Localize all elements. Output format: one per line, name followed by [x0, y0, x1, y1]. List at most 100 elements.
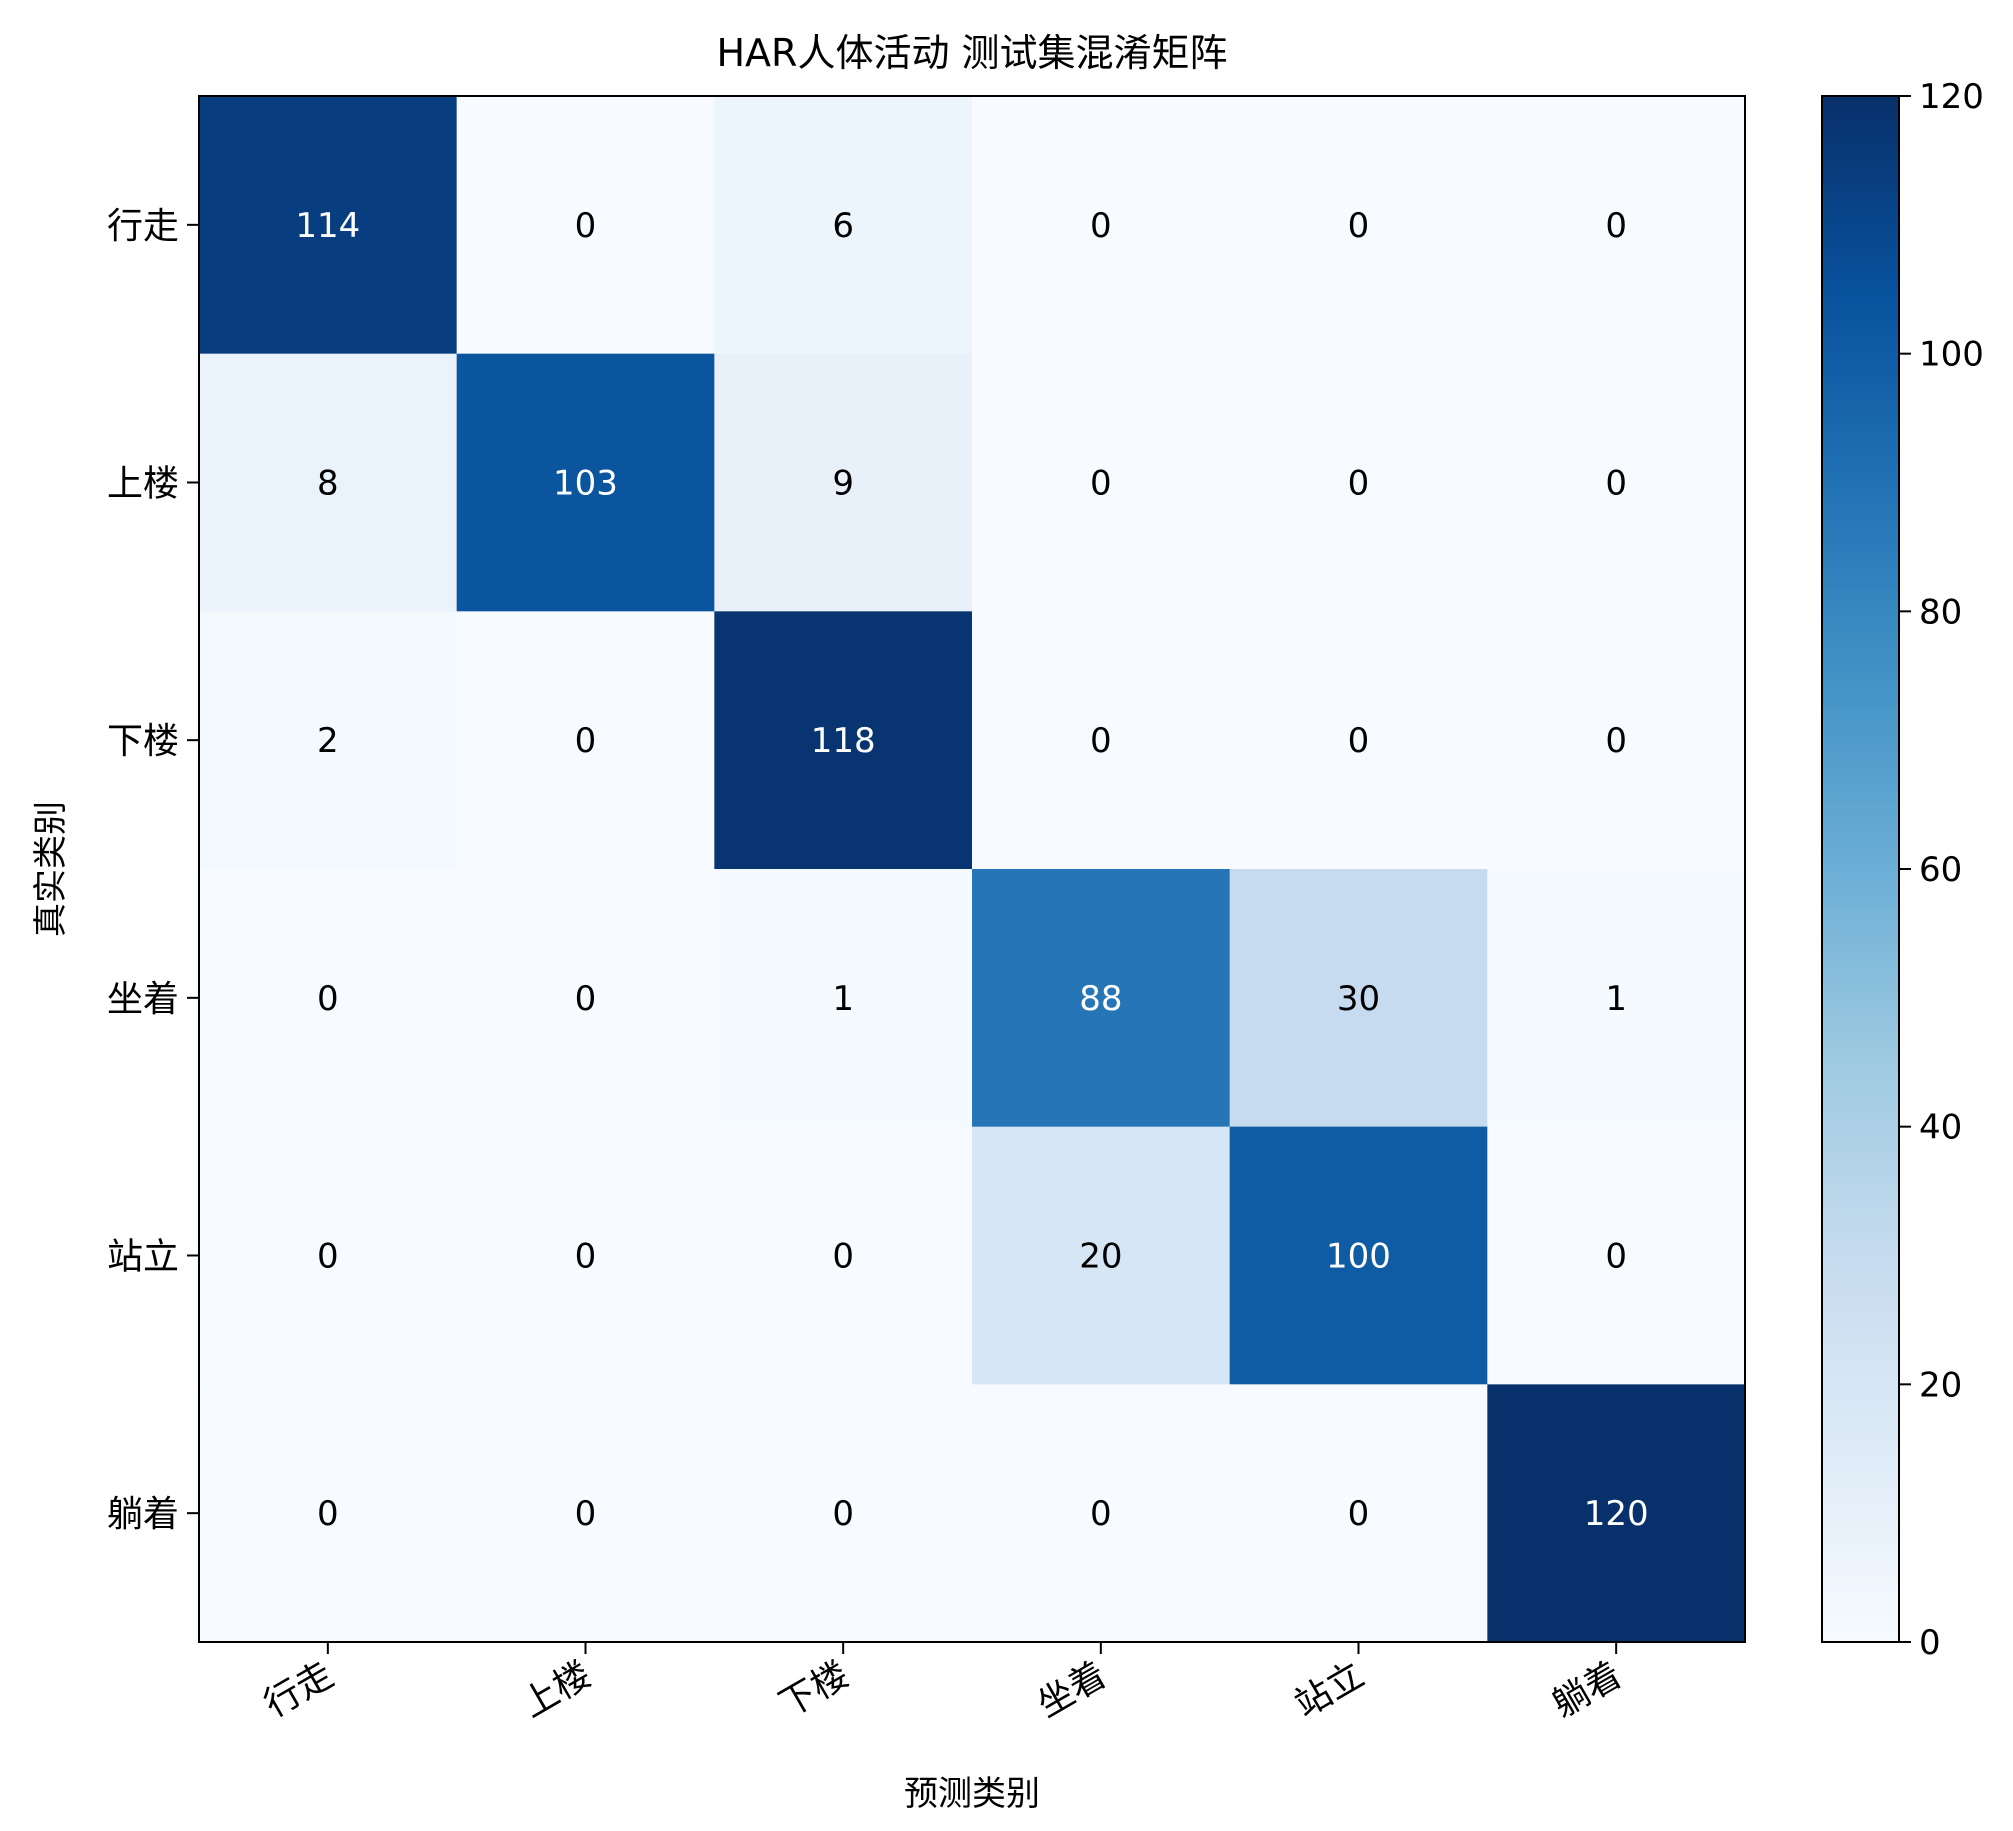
cell-value-label: 0 — [832, 1494, 854, 1534]
heatmap-cell — [456, 353, 715, 612]
x-axis-label: 预测类别 — [904, 1774, 1040, 1814]
heatmap-cell-labels: 114 0 6 0 0 08 103 9 0 0 02 0 118 0 0 00 0 1 88 30 10 0 0 20 100… — [295, 206, 1648, 1534]
cell-value-label: 0 — [1090, 206, 1112, 246]
heatmap-cell — [1487, 869, 1746, 1128]
heatmap-cell — [199, 611, 458, 870]
heatmap-cell — [714, 1126, 973, 1385]
y-axis-label: 真实类别 — [31, 801, 71, 937]
heatmap-cell — [1487, 1384, 1746, 1643]
heatmap-cells — [199, 96, 1746, 1643]
cell-value-label: 1 — [832, 979, 854, 1019]
colorbar — [1821, 95, 1900, 1643]
chart-title: HAR人体活动 测试集混淆矩阵 — [716, 31, 1227, 75]
cell-value-label: 0 — [317, 979, 339, 1019]
cell-value-label: 100 — [1326, 1237, 1391, 1277]
cell-value-label: 103 — [553, 464, 618, 504]
colorbar-tick-label: 0 — [1919, 1623, 1941, 1663]
cell-value-label: 120 — [1584, 1494, 1649, 1534]
heatmap-cell — [456, 869, 715, 1128]
cell-value-label: 0 — [1348, 1494, 1370, 1534]
cell-value-label: 0 — [1348, 206, 1370, 246]
y-tick-label: 上楼 — [107, 464, 179, 505]
cell-value-label: 0 — [1348, 721, 1370, 761]
cell-value-label: 88 — [1079, 979, 1122, 1019]
heatmap-cell — [1229, 611, 1488, 870]
cell-value-label: 0 — [575, 721, 597, 761]
heatmap-cell — [1229, 353, 1488, 612]
cell-value-label: 1 — [1605, 979, 1627, 1019]
x-axis-ticks: 行走 上楼 下楼 坐着 站立 躺着 — [257, 1642, 1629, 1726]
x-tick-label: 下楼 — [773, 1654, 856, 1726]
heatmap-cell — [456, 96, 715, 355]
heatmap-cell — [1229, 869, 1488, 1128]
heatmap-cell — [714, 96, 973, 355]
cell-value-label: 0 — [1605, 464, 1627, 504]
cell-value-label: 0 — [575, 1237, 597, 1277]
heatmap-cell — [714, 1384, 973, 1643]
y-tick-label: 躺着 — [107, 1494, 179, 1535]
heatmap-cell — [1487, 611, 1746, 870]
x-tick-label: 躺着 — [1546, 1654, 1629, 1726]
heatmap-cell — [1487, 96, 1746, 355]
cell-value-label: 0 — [832, 1237, 854, 1277]
cell-value-label: 0 — [317, 1494, 339, 1534]
cell-value-label: 0 — [575, 1494, 597, 1534]
cell-value-label: 0 — [1605, 721, 1627, 761]
x-tick-label: 站立 — [1288, 1654, 1371, 1726]
heatmap-cell — [972, 611, 1231, 870]
cell-value-label: 0 — [575, 206, 597, 246]
cell-value-label: 0 — [575, 979, 597, 1019]
y-tick-label: 站立 — [107, 1237, 179, 1278]
cell-value-label: 0 — [1090, 464, 1112, 504]
cell-value-label: 118 — [811, 721, 876, 761]
cell-value-label: 0 — [317, 1237, 339, 1277]
x-tick-label: 坐着 — [1030, 1654, 1113, 1726]
colorbar-tick-label: 60 — [1919, 850, 1962, 890]
heatmap-cell — [456, 611, 715, 870]
heatmap-cell — [1229, 96, 1488, 355]
heatmap-cell — [1487, 353, 1746, 612]
cell-value-label: 114 — [295, 206, 360, 246]
cell-value-label: 0 — [1605, 206, 1627, 246]
y-tick-label: 坐着 — [107, 979, 179, 1020]
cell-value-label: 0 — [1090, 1494, 1112, 1534]
colorbar-tick-label: 80 — [1919, 592, 1962, 632]
heatmap-cell — [456, 1126, 715, 1385]
cell-value-label: 0 — [1605, 1237, 1627, 1277]
heatmap-cell — [972, 869, 1231, 1128]
cell-value-label: 0 — [1348, 464, 1370, 504]
heatmap-cell — [972, 353, 1231, 612]
heatmap-cell — [714, 869, 973, 1128]
cell-value-label: 30 — [1337, 979, 1380, 1019]
y-tick-label: 下楼 — [107, 721, 179, 762]
colorbar-ticks: 0 20 40 60 80 100 120 — [1899, 77, 1984, 1663]
heatmap-cell — [972, 1384, 1231, 1643]
heatmap-cell — [199, 1384, 458, 1643]
heatmap-cell — [1229, 1384, 1488, 1643]
x-tick-label: 上楼 — [515, 1654, 598, 1726]
colorbar-tick-label: 120 — [1919, 77, 1984, 117]
colorbar-tick-label: 40 — [1919, 1108, 1962, 1148]
colorbar-tick-label: 100 — [1919, 335, 1984, 375]
heatmap-cell — [456, 1384, 715, 1643]
heatmap-cell — [972, 96, 1231, 355]
cell-value-label: 2 — [317, 721, 339, 761]
heatmap-cell — [972, 1126, 1231, 1385]
cell-value-label: 8 — [317, 464, 339, 504]
heatmap-cell — [199, 869, 458, 1128]
cell-value-label: 6 — [832, 206, 854, 246]
cell-value-label: 20 — [1079, 1237, 1122, 1277]
heatmap-cell — [714, 611, 973, 870]
heatmap-cell — [1229, 1126, 1488, 1385]
x-tick-label: 行走 — [257, 1654, 340, 1726]
heatmap-cell — [1487, 1126, 1746, 1385]
colorbar-tick-label: 20 — [1919, 1365, 1962, 1405]
plot-frame — [198, 95, 1746, 1643]
heatmap-cell — [199, 1126, 458, 1385]
heatmap-cell — [714, 353, 973, 612]
y-tick-label: 行走 — [107, 206, 179, 247]
heatmap-cell — [199, 96, 458, 355]
heatmap-cell — [199, 353, 458, 612]
